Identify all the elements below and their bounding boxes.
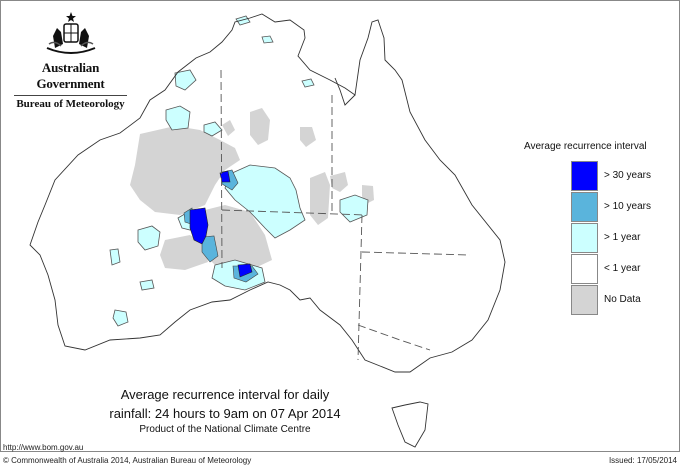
gulf-coastline <box>334 77 356 106</box>
legend-title: Average recurrence interval <box>524 141 647 152</box>
bom-logo: Australian Government Bureau of Meteorol… <box>8 10 133 110</box>
legend-swatch <box>571 285 598 315</box>
tasmania-coastline <box>391 401 429 448</box>
legend: Average recurrence interval > 30 years >… <box>524 141 674 315</box>
bureau-name: Bureau of Meteorology <box>16 98 125 110</box>
caption-product-credit: Product of the National Climate Centre <box>139 424 311 435</box>
state-borders <box>220 69 471 361</box>
logo-divider <box>14 95 127 96</box>
issued-date: Issued: 17/05/2014 <box>608 456 677 465</box>
bom-url-link[interactable]: http://www.bom.gov.au <box>3 443 84 452</box>
legend-label: No Data <box>604 294 641 305</box>
legend-swatch <box>571 161 598 191</box>
government-name: Australian Government <box>36 60 105 91</box>
legend-swatch <box>571 254 598 284</box>
legend-swatch <box>571 223 598 253</box>
caption-title-line1: Average recurrence interval for daily <box>120 387 330 402</box>
legend-label: > 1 year <box>604 232 641 243</box>
map-caption: Average recurrence interval for daily ra… <box>100 385 350 436</box>
coat-of-arms-icon <box>46 12 95 54</box>
australia-coastline <box>29 13 506 373</box>
legend-swatch <box>571 192 598 222</box>
gt-30-year-regions <box>189 170 253 278</box>
caption-title-line2: rainfall: 24 hours to 9am on 07 Apr 2014 <box>109 406 341 421</box>
map-frame <box>0 0 680 452</box>
copyright-notice: © Commonwealth of Australia 2014, Austra… <box>3 456 252 465</box>
legend-label: < 1 year <box>604 263 641 274</box>
legend-label: > 10 years <box>604 201 651 212</box>
legend-label: > 30 years <box>604 170 651 181</box>
